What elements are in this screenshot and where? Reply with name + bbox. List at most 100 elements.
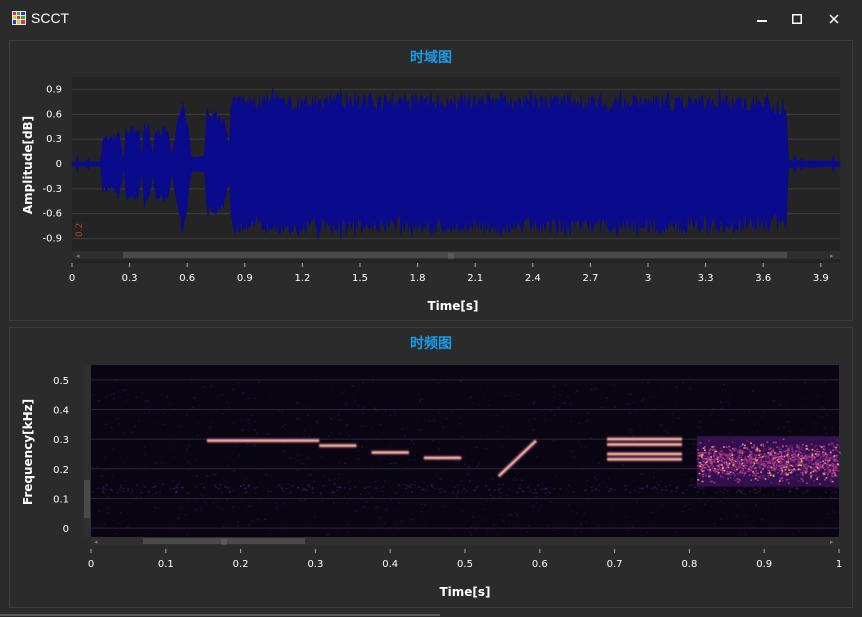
- spectrogram-noise-cell: [674, 533, 677, 535]
- spectrogram-noise-cell: [540, 408, 543, 411]
- spectrogram-chart[interactable]: 0.50.40.30.20.10 0 0.1 0.2 0.3 0.4 0.5 0.6 0.7 0…: [10, 328, 852, 607]
- minimize-button[interactable]: [742, 6, 782, 32]
- spectrogram-band-cell: [753, 461, 755, 463]
- spectrogram-noise-cell: [632, 435, 635, 438]
- spectrogram-noise-cell: [174, 491, 177, 493]
- spectrogram-band-cell: [834, 458, 837, 461]
- spectrogram-band-cell: [780, 448, 783, 451]
- spectrogram-noise-cell: [127, 487, 130, 490]
- spectrogram-noise-cell: [209, 426, 212, 429]
- spectrogram-band-cell: [810, 443, 813, 445]
- spectrogram-noise-cell: [145, 532, 148, 535]
- spectrogram-noise-cell: [514, 511, 517, 514]
- waveform-x-tick-label: 0.6: [179, 273, 195, 284]
- spectrogram-noise-cell: [426, 485, 429, 487]
- spectrogram-band-cell: [779, 451, 781, 454]
- spectrogram-noise-cell: [414, 480, 417, 482]
- spectrogram-noise-cell: [571, 511, 574, 513]
- spectrogram-band-cell: [823, 463, 825, 465]
- spectrogram-noise-cell: [431, 486, 434, 488]
- waveform-scroll-thumb[interactable]: [123, 252, 787, 258]
- spectrogram-noise-cell: [632, 401, 635, 404]
- spectrogram-hscrollbar[interactable]: ||| ◂ ▸: [91, 537, 839, 546]
- spectrogram-noise-cell: [728, 397, 731, 399]
- spectrogram-band-cell: [708, 451, 711, 453]
- spectrogram-noise-cell: [477, 464, 480, 466]
- spectrogram-noise-cell: [687, 508, 690, 511]
- spectrogram-noise-cell: [321, 411, 324, 413]
- spectrogram-band-cell: [776, 460, 779, 463]
- spectrogram-band-cell: [773, 462, 776, 464]
- spectrogram-noise-cell: [470, 533, 473, 536]
- spectrogram-vscroll-thumb[interactable]: [84, 480, 90, 518]
- spectrogram-band-cell: [771, 454, 774, 457]
- maximize-button[interactable]: [777, 6, 817, 32]
- spectrogram-band-cell: [786, 457, 789, 459]
- spectrogram-noise-cell: [675, 531, 678, 533]
- waveform-scrollbar[interactable]: ||| ◂ ▸: [72, 251, 840, 260]
- waveform-scroll-right-icon[interactable]: ▸: [830, 252, 834, 260]
- spectrogram-noise-cell: [585, 521, 588, 524]
- spectrogram-band-cell: [792, 461, 795, 463]
- spectrogram-band-cell: [725, 464, 728, 466]
- spectrogram-noise-cell: [695, 415, 698, 417]
- spectrogram-band-cell: [732, 457, 735, 460]
- spectrogram-band-cell: [805, 456, 807, 459]
- spectrogram-noise-cell: [597, 523, 600, 526]
- spectrogram-band-cell: [722, 476, 725, 479]
- spectrogram-hscroll-thumb[interactable]: [143, 538, 305, 544]
- spectrogram-band-cell: [801, 461, 804, 463]
- spectrogram-band-cell: [702, 454, 705, 457]
- spectrogram-noise-cell: [543, 492, 546, 494]
- spectrogram-noise-cell: [223, 410, 226, 412]
- spectrogram-noise-cell: [314, 380, 317, 382]
- spectrogram-noise-cell: [775, 408, 778, 411]
- spectrogram-noise-cell: [105, 423, 108, 425]
- spectrogram-band-cell: [733, 464, 736, 467]
- spectrogram-band-cell: [754, 458, 757, 461]
- spectrogram-band-cell: [718, 457, 721, 459]
- spectrogram-noise-cell: [551, 408, 554, 410]
- spectrogram-band-cell: [732, 448, 735, 450]
- spectrogram-band-cell: [766, 456, 769, 459]
- spectrogram-band-cell: [788, 461, 791, 464]
- spectrogram-noise-cell: [470, 395, 473, 398]
- spectrogram-band-cell: [723, 453, 726, 456]
- spectrogram-band-cell: [828, 465, 831, 468]
- spectrogram-band-cell: [754, 454, 756, 457]
- spectrogram-noise-cell: [738, 532, 741, 534]
- spectrogram-noise-cell: [579, 522, 582, 525]
- close-button[interactable]: [814, 6, 854, 32]
- spectrogram-noise-cell: [657, 469, 660, 472]
- spectrogram-band-cell: [774, 469, 777, 471]
- spectrogram-vscrollbar[interactable]: [83, 365, 91, 537]
- spectrogram-band-cell: [810, 459, 812, 462]
- waveform-x-tick-label: 1.2: [294, 273, 310, 284]
- spectrogram-band-cell: [744, 457, 747, 459]
- spectrogram-band-cell: [752, 456, 755, 459]
- spectrogram-band-cell: [804, 466, 807, 468]
- spectrogram-noise-cell: [653, 472, 656, 475]
- spectrogram-noise-cell: [169, 488, 172, 490]
- spectrogram-noise-cell: [388, 462, 391, 465]
- spectrogram-band-cell: [697, 479, 700, 481]
- waveform-chart[interactable]: 0.90.60.30-0.3-0.6-0.9 0 0.3 0.6 0.9 1.2 1.5 1…: [10, 41, 852, 320]
- spectrogram-band-cell: [832, 465, 834, 467]
- spectrogram-scroll-right-icon[interactable]: ▸: [830, 538, 834, 546]
- spectrogram-noise-cell: [645, 485, 648, 488]
- waveform-scroll-left-icon[interactable]: ◂: [76, 252, 80, 260]
- spectrogram-band-cell: [811, 453, 814, 456]
- spectrogram-band-cell: [710, 459, 713, 462]
- spectrogram-band-cell: [814, 453, 817, 455]
- spectrogram-band-cell: [733, 449, 736, 452]
- spectrogram-band-cell: [740, 464, 743, 466]
- spectrogram-band-cell: [714, 469, 717, 472]
- spectrogram-scroll-left-icon[interactable]: ◂: [94, 538, 98, 546]
- spectrogram-band-cell: [738, 456, 740, 459]
- spectrogram-band-cell: [755, 459, 758, 462]
- spectrogram-band-cell: [822, 448, 825, 450]
- spectrogram-noise-cell: [352, 384, 355, 387]
- spectrogram-noise-cell: [586, 412, 589, 415]
- spectrogram-band-cell: [798, 446, 801, 449]
- spectrogram-band-cell: [838, 445, 841, 448]
